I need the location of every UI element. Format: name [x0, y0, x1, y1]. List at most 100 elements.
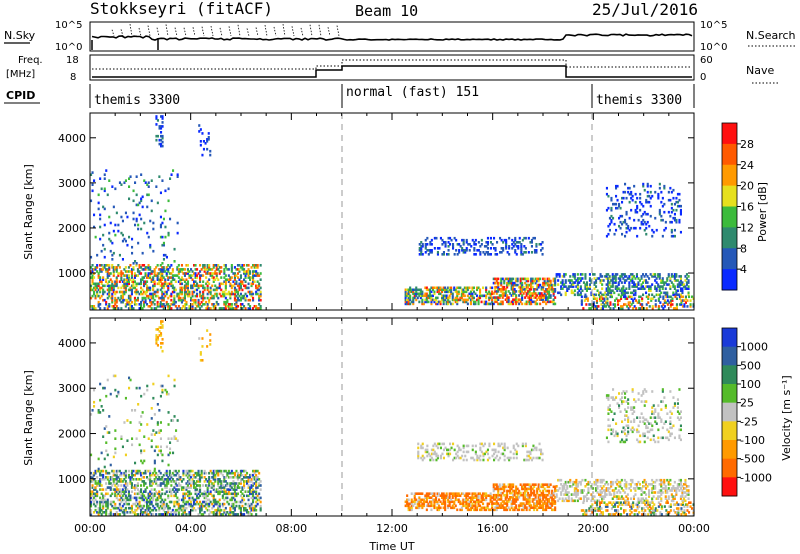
- velocity-cell: [186, 500, 189, 504]
- velocity-cell: [100, 478, 103, 481]
- velocity-cell: [165, 504, 168, 508]
- power-cell: [607, 206, 610, 210]
- velocity-cell: [117, 484, 120, 487]
- velocity-cell: [191, 478, 194, 481]
- power-cell: [134, 223, 137, 227]
- power-cell: [601, 297, 604, 300]
- power-cell: [415, 292, 418, 296]
- power-cell: [430, 294, 433, 298]
- power-cell: [170, 292, 173, 296]
- velocity-cell: [433, 492, 436, 495]
- velocity-cell: [129, 506, 132, 510]
- power-cell: [531, 281, 534, 285]
- velocity-cell: [492, 483, 495, 486]
- power-cell: [500, 279, 503, 283]
- power-cell: [102, 268, 105, 271]
- power-cell: [528, 300, 531, 304]
- power-cell: [206, 270, 209, 273]
- velocity-cell: [162, 500, 165, 504]
- velocity-cell: [206, 504, 209, 508]
- power-cell: [539, 277, 542, 281]
- velocity-cell: [102, 473, 105, 477]
- power-cell: [645, 212, 648, 216]
- power-cell: [479, 292, 482, 296]
- power-cell: [642, 222, 645, 226]
- power-cell: [217, 264, 220, 267]
- power-cell: [512, 288, 515, 291]
- velocity-cell: [146, 469, 149, 473]
- power-cell: [508, 247, 511, 250]
- velocity-cell: [129, 421, 132, 424]
- velocity-cell: [500, 491, 503, 495]
- power-cell: [205, 272, 208, 275]
- power-cell: [233, 288, 236, 292]
- velocity-cell: [203, 496, 206, 500]
- power-cell: [126, 300, 129, 304]
- velocity-cell: [252, 500, 255, 504]
- power-cell: [136, 282, 139, 286]
- power-cell: [124, 303, 127, 306]
- velocity-cell: [188, 482, 191, 485]
- power-cell: [152, 294, 155, 298]
- power-cell: [117, 307, 120, 310]
- velocity-cell: [170, 437, 173, 440]
- velocity-cell: [232, 476, 235, 479]
- power-cell: [442, 294, 445, 298]
- velocity-cell: [149, 498, 152, 502]
- power-cell: [580, 299, 583, 302]
- power-cell: [669, 220, 672, 224]
- power-cell: [592, 293, 595, 297]
- power-cell: [595, 297, 598, 300]
- power-cell: [623, 279, 626, 282]
- velocity-cell: [96, 494, 99, 498]
- power-cell: [123, 290, 126, 294]
- velocity-cell: [492, 489, 495, 493]
- power-cell: [492, 281, 495, 285]
- velocity-cell: [243, 498, 246, 502]
- power-cell: [410, 300, 413, 304]
- power-cell: [433, 298, 436, 302]
- velocity-cell: [161, 349, 164, 353]
- power-cell: [670, 220, 673, 224]
- velocity-cell: [155, 500, 158, 504]
- velocity-cell: [188, 496, 191, 500]
- power-cell: [651, 293, 654, 297]
- velocity-cell: [177, 484, 180, 487]
- power-cell: [584, 285, 587, 288]
- power-cell: [558, 275, 561, 278]
- velocity-cell: [124, 476, 127, 479]
- velocity-cell: [497, 489, 500, 493]
- velocity-cell: [519, 504, 522, 507]
- power-cell: [173, 260, 176, 263]
- power-cell: [150, 280, 153, 283]
- power-cell: [180, 307, 183, 310]
- power-cell: [676, 279, 679, 282]
- power-cell: [135, 303, 138, 306]
- velocity-cell: [100, 492, 103, 496]
- power-cell: [647, 301, 650, 304]
- velocity-cell: [135, 492, 138, 496]
- power-cell: [183, 298, 186, 302]
- power-cell: [135, 298, 138, 302]
- velocity-cell: [126, 488, 129, 491]
- velocity-cell: [223, 488, 226, 491]
- power-cell: [653, 295, 656, 299]
- velocity-cell: [146, 500, 149, 504]
- nsearch-trace-segment: [264, 24, 268, 37]
- power-cell: [572, 275, 575, 278]
- power-cell: [646, 275, 649, 278]
- velocity-cell: [124, 490, 127, 493]
- velocity-cell: [146, 486, 149, 489]
- power-cell: [564, 285, 567, 288]
- power-cell: [595, 279, 598, 282]
- power-cell: [654, 190, 657, 194]
- velocity-cell: [259, 506, 262, 510]
- velocity-cell: [250, 484, 253, 487]
- power-cell: [510, 281, 513, 285]
- velocity-cell: [235, 500, 238, 504]
- power-cell: [525, 302, 528, 306]
- power-cell: [671, 299, 674, 302]
- velocity-cell: [519, 502, 522, 505]
- nsearch-trace-segment: [201, 26, 205, 37]
